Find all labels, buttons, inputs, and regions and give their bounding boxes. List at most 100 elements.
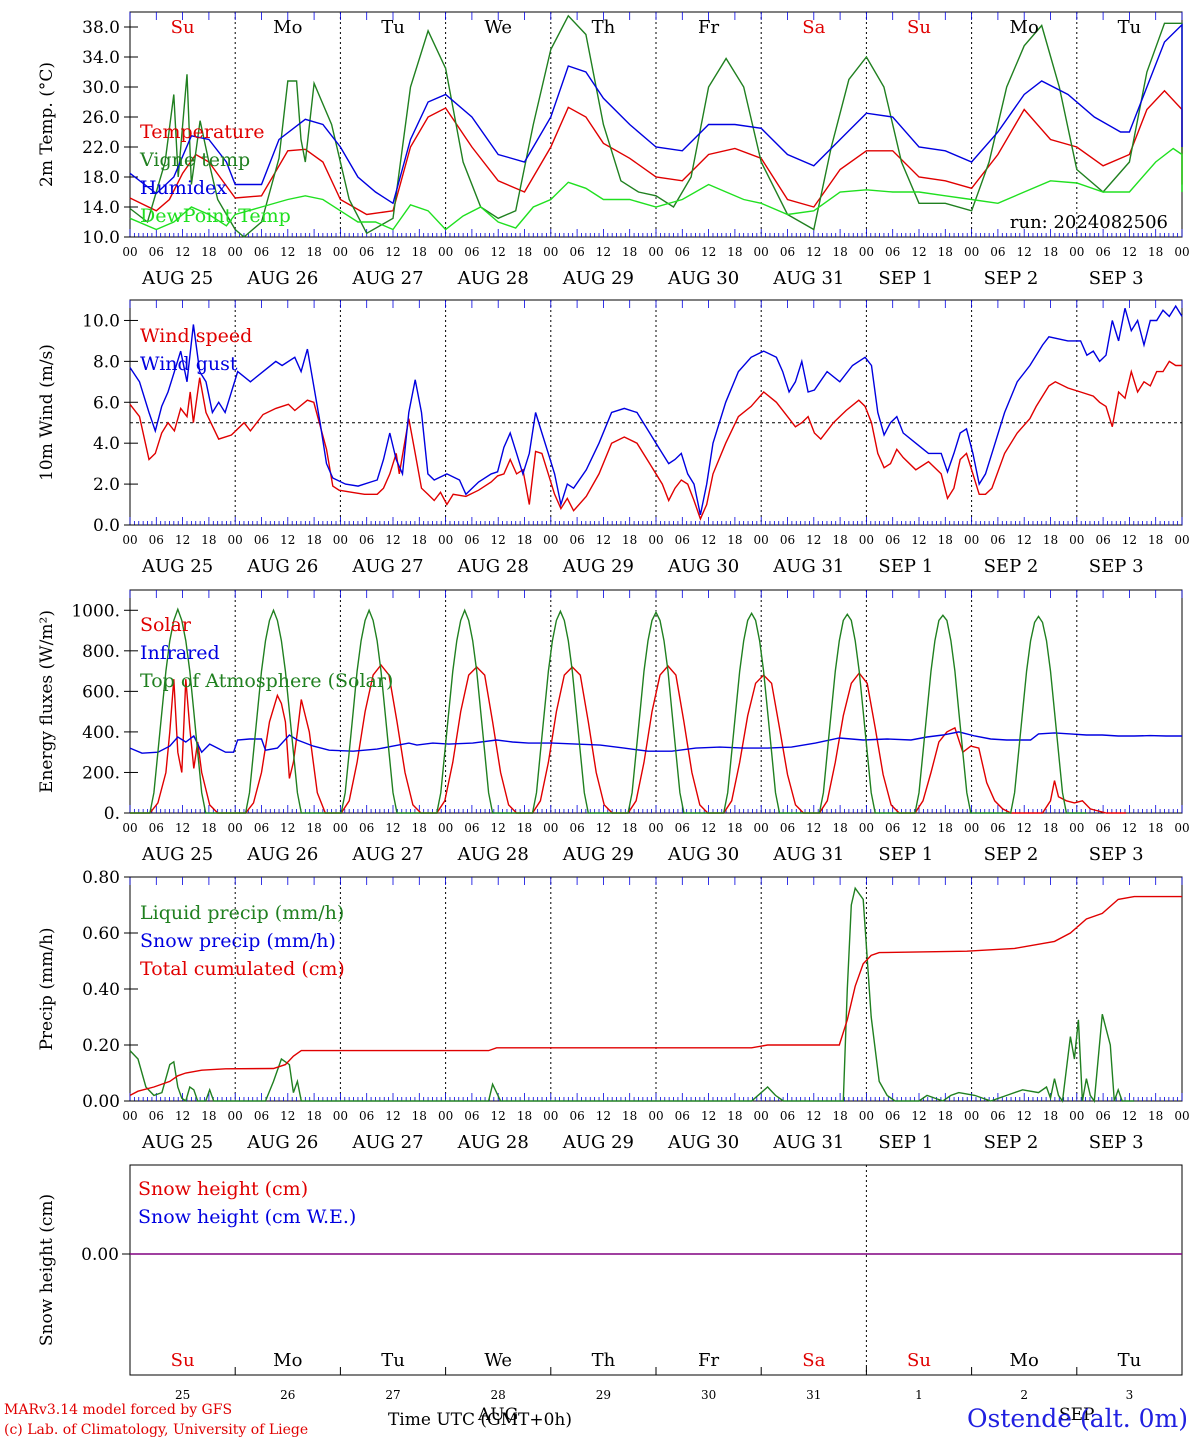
hour-label: 18 [201, 533, 216, 547]
hour-label: 00 [648, 1109, 663, 1123]
hour-label: 18 [412, 245, 427, 259]
hour-label: 06 [149, 821, 164, 835]
day-label: Su [907, 17, 931, 38]
hour-label: 12 [596, 533, 611, 547]
y-axis-label: Precip (mm/h) [37, 927, 57, 1050]
date-label: AUG 30 [667, 844, 739, 865]
day-label: Tu [381, 17, 405, 38]
hour-label: 00 [438, 533, 453, 547]
hour-label: 18 [1043, 1109, 1058, 1123]
hour-label: 12 [1122, 1109, 1137, 1123]
series-line-total-cumulated-cm- [129, 895, 1182, 1097]
hour-label: 18 [938, 245, 953, 259]
hour-label: 18 [622, 821, 637, 835]
y-tick-label: 0.00 [81, 1245, 119, 1265]
legend-entry: Snow height (cm) [138, 1178, 308, 1200]
hour-label: 06 [780, 245, 795, 259]
x-axis-month-aug: AUG [477, 1405, 518, 1425]
date-label: AUG 29 [562, 1132, 634, 1153]
hour-label: 18 [622, 245, 637, 259]
day-number: 28 [491, 1388, 506, 1402]
hour-label: 00 [964, 533, 979, 547]
hour-label: 12 [1017, 533, 1032, 547]
y-tick-label: 22.0 [82, 138, 120, 158]
day-number: 26 [280, 1388, 295, 1402]
day-number: 3 [1126, 1388, 1134, 1402]
hour-label: 18 [1043, 245, 1058, 259]
date-label: AUG 28 [457, 1132, 529, 1153]
hour-label: 06 [1095, 245, 1110, 259]
hour-label: 06 [990, 533, 1005, 547]
legend-entry: Temperature [140, 121, 264, 143]
hour-label: 12 [385, 245, 400, 259]
hour-label: 18 [938, 533, 953, 547]
hour-label: 00 [964, 245, 979, 259]
series-line-liquid-precip-mm-h- [129, 886, 1135, 1103]
y-axis-label: 10m Wind (m/s) [37, 344, 57, 481]
date-label: AUG 28 [457, 556, 529, 577]
hour-label: 06 [149, 533, 164, 547]
day-label: We [484, 1350, 512, 1371]
hour-label: 12 [911, 245, 926, 259]
hour-label: 06 [885, 245, 900, 259]
date-label: AUG 29 [562, 556, 634, 577]
date-label: AUG 26 [246, 556, 318, 577]
date-label: AUG 30 [667, 1132, 739, 1153]
y-tick-label: 4.0 [93, 434, 120, 454]
panel-snow: 0.00 Su 25 Mo 26 Tu 27 We 28 Th 29 Fr 30 Sa 31 Su 1 Mo 2 Tu… [37, 1164, 1183, 1402]
date-label: AUG 27 [351, 556, 423, 577]
hour-label: 12 [806, 821, 821, 835]
hour-label: 12 [806, 245, 821, 259]
date-label: AUG 26 [246, 1132, 318, 1153]
hour-label: 12 [385, 821, 400, 835]
legend-entry: Liquid precip (mm/h) [140, 902, 344, 924]
y-tick-label: 0.60 [82, 924, 120, 944]
y-tick-label: 8.0 [93, 352, 120, 372]
day-label: Tu [1118, 17, 1142, 38]
hour-label: 18 [1148, 245, 1163, 259]
day-number: 2 [1020, 1388, 1028, 1402]
hour-label: 00 [438, 821, 453, 835]
hour-label: 00 [122, 533, 137, 547]
y-tick-label: 0.20 [82, 1036, 120, 1056]
hour-label: 00 [648, 821, 663, 835]
legend-entry: Humidex [140, 177, 227, 199]
hour-label: 06 [885, 821, 900, 835]
hour-label: 12 [175, 1109, 190, 1123]
hour-label: 06 [254, 245, 269, 259]
date-label: AUG 25 [141, 556, 213, 577]
date-label: AUG 25 [141, 1132, 213, 1153]
hour-label: 12 [596, 1109, 611, 1123]
y-axis-label: 2m Temp. (°C) [37, 62, 57, 187]
hour-label: 18 [306, 245, 321, 259]
hour-label: 12 [911, 1109, 926, 1123]
legend-entry: Snow precip (mm/h) [140, 930, 336, 952]
y-tick-label: 30.0 [82, 78, 120, 98]
hour-label: 06 [675, 821, 690, 835]
hour-label: 12 [491, 821, 506, 835]
date-label: AUG 27 [351, 268, 423, 289]
day-label: Mo [1010, 17, 1039, 38]
station-title: Ostende (alt. 0m) [967, 1404, 1188, 1433]
y-tick-label: 14.0 [82, 198, 120, 218]
day-label: Sa [802, 17, 825, 38]
y-tick-label: 400. [82, 723, 120, 743]
date-label: AUG 25 [141, 844, 213, 865]
hour-label: 18 [832, 1109, 847, 1123]
hour-label: 00 [754, 533, 769, 547]
hour-label: 18 [412, 533, 427, 547]
hour-label: 12 [911, 821, 926, 835]
legend-entry: Total cumulated (cm) [140, 958, 345, 980]
series-line-dewpoint-temp [129, 147, 1183, 231]
hour-label: 00 [122, 1109, 137, 1123]
hour-label: 06 [780, 1109, 795, 1123]
hour-label: 06 [675, 1109, 690, 1123]
date-label: AUG 25 [141, 268, 213, 289]
hour-label: 18 [201, 245, 216, 259]
hour-label: 12 [911, 533, 926, 547]
hour-label: 06 [675, 533, 690, 547]
